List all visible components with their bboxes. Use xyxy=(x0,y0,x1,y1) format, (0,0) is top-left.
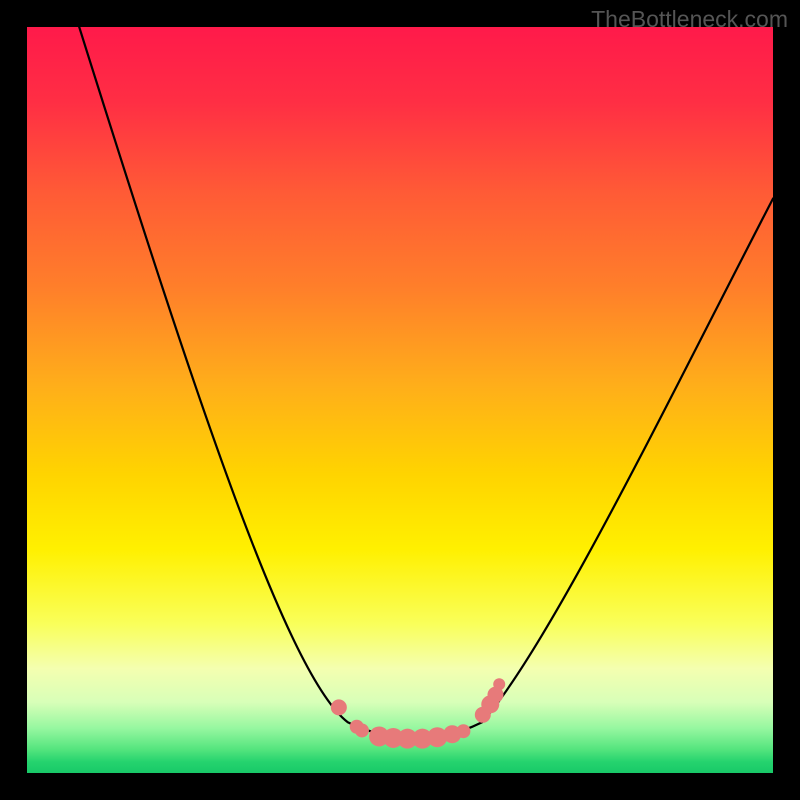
marker-point xyxy=(493,678,505,690)
chart-root: TheBottleneck.com xyxy=(0,0,800,800)
marker-point xyxy=(331,699,347,715)
plot-background-gradient xyxy=(27,27,773,773)
bottleneck-chart xyxy=(0,0,800,800)
marker-point xyxy=(456,724,470,738)
marker-point xyxy=(355,723,369,737)
